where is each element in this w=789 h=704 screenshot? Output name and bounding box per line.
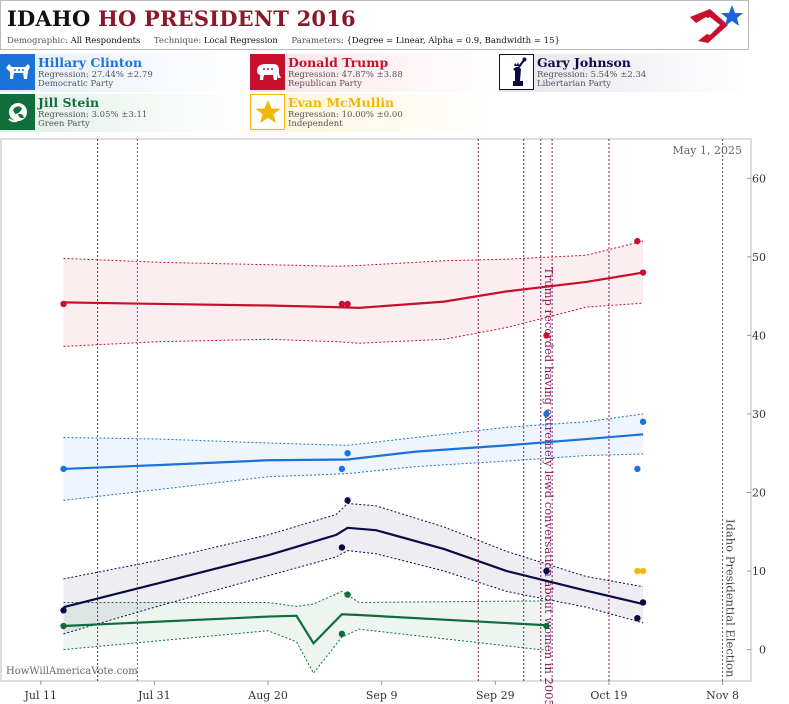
candidate-card-johnson[interactable]: Gary Johnson Regression: 5.54% ±2.34 Lib… — [499, 54, 747, 92]
x-tick-label: Jul 11 — [24, 689, 58, 702]
candidate-name: Gary Johnson — [537, 55, 631, 70]
band-stein — [63, 591, 547, 674]
demographic-label: Demographic: — [7, 36, 68, 46]
band-lower-stein — [63, 628, 547, 675]
candidate-regression: Regression: 10.00% ±0.00 — [288, 110, 403, 120]
confidence-bands — [63, 240, 644, 675]
candidate-regression: Regression: 3.05% ±3.11 — [38, 110, 148, 120]
globe-leaf-icon — [0, 94, 35, 130]
band-upper-stein — [63, 590, 547, 607]
regression-line-trump[interactable] — [63, 271, 644, 309]
poll-point-johnson[interactable] — [543, 567, 550, 575]
band-lower-trump — [63, 302, 644, 347]
poll-point-clinton[interactable] — [634, 465, 641, 473]
demographic-value[interactable]: All Respondents — [70, 36, 141, 46]
poll-point-stein[interactable] — [543, 622, 550, 630]
candidate-name: Hillary Clinton — [38, 55, 143, 70]
regression-line-stein[interactable] — [63, 613, 547, 646]
candidate-party: Democratic Party — [38, 79, 114, 89]
band-upper-johnson — [63, 502, 644, 588]
band-johnson — [63, 503, 644, 634]
poll-point-mcmullin[interactable] — [634, 567, 641, 575]
poll-points — [60, 237, 647, 638]
poll-point-johnson[interactable] — [60, 607, 67, 614]
site-logo[interactable] — [688, 3, 746, 49]
x-tick-label: Jul 31 — [137, 689, 171, 702]
y-axis: 0 10 20 30 40 50 60 — [747, 172, 766, 657]
star-icon — [250, 94, 285, 130]
technique-value[interactable]: Local Regression — [203, 36, 278, 46]
y-tick-label: 20 — [752, 486, 766, 499]
poll-point-johnson[interactable] — [639, 599, 647, 606]
poll-point-clinton[interactable] — [338, 465, 346, 473]
elephant-icon — [250, 54, 285, 90]
y-tick-label: 0 — [759, 644, 766, 657]
candidate-name: Donald Trump — [288, 55, 389, 70]
candidate-regression: Regression: 47.87% ±3.88 — [288, 70, 403, 80]
poll-point-trump[interactable] — [543, 332, 550, 339]
candidate-name: Jill Stein — [38, 95, 100, 110]
event-lines: Trump recorded having extremely lewd con… — [97, 139, 738, 704]
candidate-party: Independent — [288, 119, 343, 129]
poll-point-johnson[interactable] — [338, 544, 346, 551]
x-tick-label: Sep 29 — [476, 689, 515, 702]
x-tick-label: Nov 8 — [706, 689, 739, 702]
candidate-party: Libertarian Party — [537, 79, 612, 89]
candidate-regression: Regression: 5.54% ±2.34 — [537, 70, 647, 80]
band-upper-trump — [63, 240, 644, 267]
candidate-card-mcmullin[interactable]: Evan McMullin Regression: 10.00% ±0.00 I… — [250, 94, 498, 132]
poll-point-johnson[interactable] — [344, 497, 351, 504]
candidate-regression: Regression: 27.44% ±2.79 — [38, 70, 153, 80]
poll-point-mcmullin[interactable] — [639, 567, 647, 575]
candidate-card-trump[interactable]: Donald Trump Regression: 47.87% ±3.88 Re… — [250, 54, 498, 92]
candidate-name: Evan McMullin — [288, 95, 395, 110]
event-label-election: Idaho Presidential Election — [724, 519, 738, 678]
poll-point-trump[interactable] — [60, 300, 67, 308]
candidate-party: Green Party — [38, 119, 90, 129]
parameters-label: Parameters: — [291, 36, 344, 46]
candidate-party: Republican Party — [288, 79, 362, 89]
candidate-card-stein[interactable]: Jill Stein Regression: 3.05% ±3.11 Green… — [0, 94, 248, 132]
date-stamp: May 1, 2025 — [672, 144, 742, 157]
x-tick-label: Sep 9 — [366, 689, 398, 702]
technique-label: Technique: — [153, 36, 202, 46]
poll-point-stein[interactable] — [60, 622, 67, 630]
poll-point-clinton[interactable] — [60, 465, 67, 473]
watermark[interactable]: HowWillAmericaVote.com — [6, 666, 138, 677]
x-tick-label: Aug 20 — [247, 689, 288, 702]
x-axis: Jul 11 Jul 31 Aug 20 Sep 9 Sep 29 Oct 19 Nov 8 — [24, 681, 739, 702]
donkey-icon — [0, 54, 35, 90]
y-tick-label: 60 — [752, 172, 766, 185]
page-header: IDAHO HO PRESIDENT 2016 Demographic: All… — [0, 0, 749, 50]
poll-point-trump[interactable] — [634, 237, 641, 245]
regression-lines — [63, 271, 644, 646]
y-tick-label: 30 — [752, 408, 766, 421]
poll-point-stein[interactable] — [338, 630, 346, 638]
y-tick-label: 10 — [752, 565, 766, 578]
parameters-line: Demographic: All Respondents Technique: … — [7, 36, 560, 46]
race-name: HO PRESIDENT 2016 — [97, 6, 356, 31]
parameters-value[interactable]: {Degree = Linear, Alpha = 0.9, Bandwidth… — [346, 36, 560, 46]
polling-chart: Trump recorded having extremely lewd con… — [0, 138, 766, 704]
poll-point-clinton[interactable] — [344, 450, 351, 457]
page-title: IDAHO HO PRESIDENT 2016 — [7, 6, 356, 31]
band-trump — [63, 241, 644, 347]
y-tick-label: 40 — [752, 329, 766, 342]
poll-point-clinton[interactable] — [639, 418, 647, 425]
poll-point-trump[interactable] — [639, 269, 647, 276]
poll-point-johnson[interactable] — [634, 614, 641, 622]
poll-point-trump[interactable] — [338, 300, 346, 308]
band-clinton — [63, 413, 644, 501]
poll-point-clinton[interactable] — [543, 410, 550, 418]
statue-of-liberty-icon — [499, 54, 534, 90]
regression-line-johnson[interactable] — [63, 526, 644, 609]
y-tick-label: 50 — [752, 251, 766, 264]
band-lower-johnson — [63, 550, 644, 635]
state-name: IDAHO — [7, 6, 91, 31]
regression-line-clinton[interactable] — [63, 433, 644, 471]
candidate-card-clinton[interactable]: Hillary Clinton Regression: 27.44% ±2.79… — [0, 54, 248, 92]
poll-point-stein[interactable] — [344, 591, 351, 598]
poll-point-trump[interactable] — [344, 300, 351, 308]
x-tick-label: Oct 19 — [590, 689, 627, 702]
